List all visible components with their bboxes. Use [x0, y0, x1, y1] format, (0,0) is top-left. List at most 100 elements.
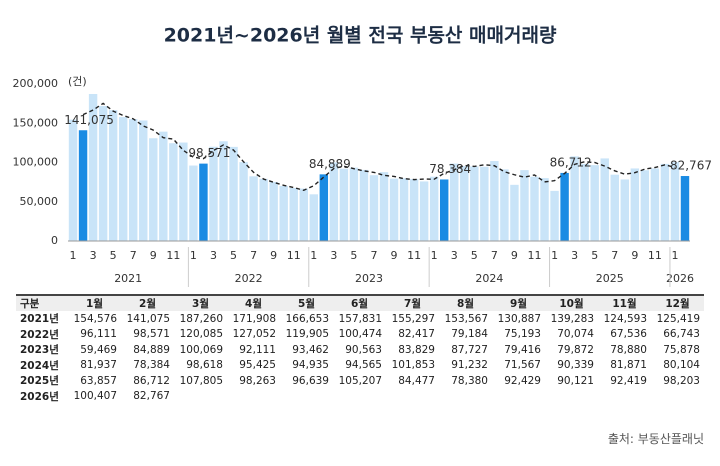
bar	[309, 194, 319, 241]
table-cell: 105,207	[338, 374, 382, 387]
table-cell: 119,905	[285, 328, 329, 341]
table-cell: 92,419	[610, 374, 647, 387]
bar	[289, 187, 298, 241]
bar	[189, 165, 198, 241]
table-cell: 98,203	[663, 374, 700, 387]
bar	[429, 176, 439, 241]
table-cell: 157,831	[338, 312, 382, 325]
bar	[590, 165, 599, 241]
table-cell: 100,407	[73, 390, 117, 403]
year-label: 2021	[114, 272, 142, 285]
year-label: 2023	[355, 272, 383, 285]
x-tick-label: 5	[471, 249, 478, 262]
bar	[339, 168, 349, 241]
table-cell: 63,857	[80, 374, 117, 387]
table-cell: 87,727	[451, 343, 488, 356]
x-tick-label: 3	[210, 249, 217, 262]
y-unit: (건)	[68, 75, 87, 88]
table-cell: 141,075	[126, 312, 170, 325]
table-cell: 90,121	[557, 374, 594, 387]
year-label: 2026	[666, 272, 694, 285]
x-tick-label: 11	[528, 249, 542, 262]
y-tick-label: 100,000	[13, 156, 59, 169]
table-cell: 81,871	[610, 359, 647, 372]
table-header-cell: 6월	[333, 294, 386, 311]
bar	[209, 146, 218, 241]
table-header-cell: 9월	[492, 294, 545, 311]
bar	[610, 174, 619, 241]
table-cell: 66,743	[663, 328, 700, 341]
table-header-cell: 5월	[280, 294, 333, 311]
chart-title: 2021년~2026년 월별 전국 부동산 매매거래량	[164, 25, 557, 47]
y-tick-label: 0	[51, 234, 58, 247]
bar	[68, 119, 78, 241]
year-label: 2024	[475, 272, 503, 285]
bar	[520, 170, 529, 241]
x-tick-label: 3	[451, 249, 458, 262]
x-tick-label: 1	[190, 249, 197, 262]
year-label: 2025	[596, 272, 624, 285]
x-tick-label: 11	[166, 249, 180, 262]
x-tick-label: 1	[551, 249, 558, 262]
table-cell: 2021년	[20, 313, 59, 326]
x-tick-label: 7	[611, 249, 618, 262]
table-cell: 171,908	[232, 312, 276, 325]
x-tick-label: 11	[648, 249, 662, 262]
table-cell: 107,805	[179, 374, 223, 387]
bar	[159, 131, 168, 241]
table-cell: 98,263	[239, 374, 276, 387]
x-tick-label: 5	[110, 249, 117, 262]
table-cell: 79,184	[451, 328, 488, 341]
table-cell: 125,419	[656, 312, 700, 325]
bar	[149, 138, 158, 241]
table-cell: 153,567	[444, 312, 488, 325]
value-label: 98,571	[188, 146, 230, 160]
bar	[319, 174, 329, 241]
table-cell: 83,829	[398, 343, 435, 356]
table-cell: 86,712	[133, 374, 170, 387]
x-tick-label: 9	[511, 249, 518, 262]
bar	[490, 161, 499, 241]
table-cell: 95,425	[239, 359, 276, 372]
value-label: 141,075	[64, 113, 114, 127]
table-cell: 93,462	[292, 343, 329, 356]
table-row: 2021년 154,576 141,075 187,260 171,908 166,653…	[16, 311, 704, 327]
bar	[229, 146, 238, 241]
table-row: 2023년 59,469 84,889 100,069 92,111 93,462 90,5…	[16, 342, 704, 358]
table-cell: 154,576	[73, 312, 117, 325]
bar	[239, 162, 248, 241]
table-header-cell: 구분	[16, 294, 68, 311]
x-tick-label: 7	[250, 249, 257, 262]
table-cell: 96,111	[80, 328, 117, 341]
chart: 2021년~2026년 월별 전국 부동산 매매거래량 (건) 0 50,000 1…	[13, 25, 712, 287]
table-header-cell: 4월	[227, 294, 280, 311]
table-row: 2022년 96,111 98,571 120,085 127,052 119,905 10…	[16, 327, 704, 343]
bar	[199, 163, 208, 241]
value-label: 78,384	[429, 162, 471, 176]
table-row: 2024년 81,937 78,384 98,618 95,425 94,935 94,56…	[16, 358, 704, 374]
bar	[670, 162, 680, 241]
table-cell: 94,565	[345, 359, 382, 372]
table-cell: 124,593	[603, 312, 647, 325]
table-cell: 78,384	[133, 359, 170, 372]
x-tick-label: 7	[491, 249, 498, 262]
bar	[550, 190, 559, 241]
data-table: 구분 1월 2월 3월 4월 5월 6월 7월 8월 9월 10월 11월 12월 2021년 154,57…	[16, 294, 704, 404]
bar	[620, 179, 630, 241]
value-label: 84,889	[309, 157, 351, 171]
table-cell: 82,767	[133, 390, 170, 403]
table-header-cell: 7월	[386, 294, 439, 311]
table-row: 2026년 100,407 82,767	[16, 389, 704, 405]
bar	[510, 184, 519, 241]
bar	[640, 170, 650, 241]
bar	[419, 181, 429, 241]
bar	[88, 94, 98, 241]
bar	[570, 156, 579, 241]
bar	[98, 106, 108, 242]
x-tick-label: 9	[391, 249, 398, 262]
x-tick-label: 11	[287, 249, 301, 262]
bar	[299, 188, 308, 241]
table-cell: 155,297	[391, 312, 435, 325]
bar	[269, 181, 278, 241]
x-tick-label: 5	[350, 249, 357, 262]
